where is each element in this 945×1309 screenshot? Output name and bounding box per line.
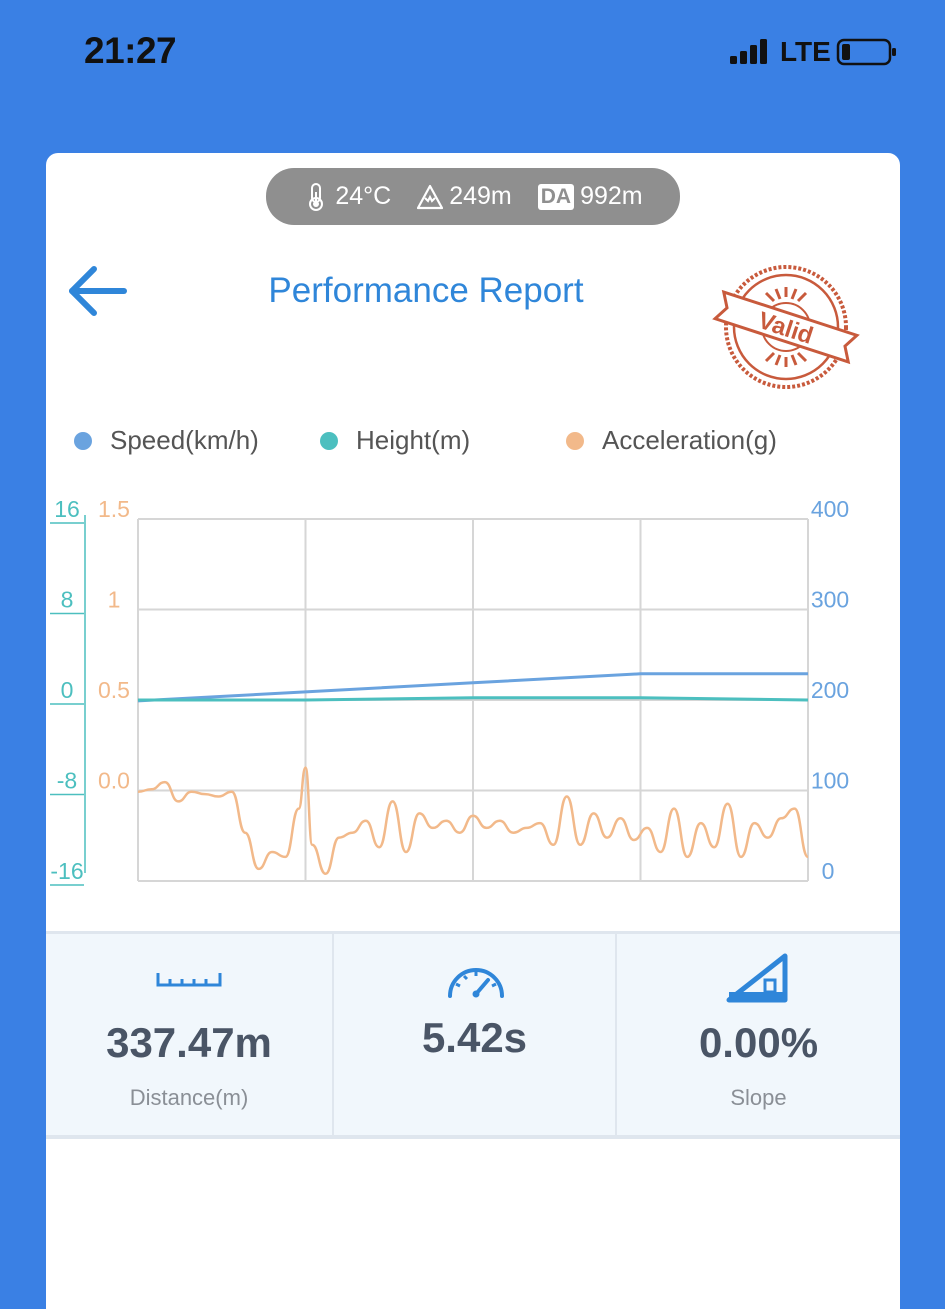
height-axis-tick-label: -16 [50, 858, 83, 884]
height-axis-tick-label: 0 [61, 677, 74, 703]
da-badge: DA [537, 183, 575, 210]
status-bar: 21:27 LTE [0, 0, 945, 110]
slope-label: Slope [730, 1085, 787, 1110]
status-indicators: LTE [728, 36, 898, 70]
speed-axis-tick-label: 0 [822, 858, 835, 884]
environment-pill: 24°C 249m DA 992m [266, 168, 680, 225]
acceleration-axis-tick-label: 1.5 [98, 496, 130, 522]
slope-icon [726, 953, 788, 1003]
distance-value: 337.47m [106, 1019, 272, 1066]
speed-axis-tick-label: 200 [811, 677, 849, 703]
stat-time: 5.42s [334, 934, 617, 1135]
altitude-value: 249m [449, 182, 512, 210]
performance-chart: 16 8 0 -8 -16 1.5 1 0.5 0.0 400 300 200 100 0 [50, 496, 849, 886]
signal-icon [730, 39, 767, 64]
page-title: Performance Report [268, 271, 584, 310]
valid-stamp: Valid [712, 265, 860, 389]
speedometer-icon [448, 968, 504, 998]
back-button[interactable] [66, 263, 130, 319]
legend-dot-acceleration [566, 431, 584, 450]
acceleration-axis-tick-label: 0.5 [98, 677, 130, 703]
legend-item-height[interactable]: Height(m) [320, 425, 470, 456]
chart-legend: Speed(km/h) Height(m) Acceleration(g) [46, 425, 900, 465]
slope-value: 0.00% [698, 1019, 819, 1066]
height-axis-tick-label: -8 [57, 768, 77, 794]
thermometer-icon [309, 182, 324, 211]
distance-label: Distance(m) [129, 1085, 249, 1110]
series-line-speed [137, 672, 808, 703]
stats-panel: 337.47m Distance(m) 5.42s 0.00% [46, 931, 900, 1139]
altitude-item: 249m [417, 182, 512, 212]
density-altitude-value: 992m [580, 182, 643, 210]
stamp-text: Valid [755, 307, 817, 350]
speed-axis-tick-label: 100 [811, 768, 849, 794]
battery-icon [836, 38, 896, 66]
legend-item-speed[interactable]: Speed(km/h) [74, 425, 259, 456]
temperature-item: 24°C [303, 182, 391, 212]
legend-label-speed: Speed(km/h) [110, 425, 259, 455]
status-time: 21:27 [84, 30, 177, 71]
series-line-acceleration [137, 766, 810, 876]
legend-item-acceleration[interactable]: Acceleration(g) [566, 425, 777, 456]
acceleration-axis-tick-label: 0.0 [98, 768, 130, 794]
legend-label-height: Height(m) [356, 425, 471, 455]
legend-dot-speed [74, 431, 92, 450]
ruler-icon [156, 973, 222, 987]
network-label: LTE [780, 36, 831, 67]
stat-slope: 0.00% Slope [617, 934, 900, 1135]
legend-label-acceleration: Acceleration(g) [602, 425, 777, 455]
series-line-height [138, 696, 809, 702]
temperature-value: 24°C [335, 182, 392, 210]
time-value: 5.42s [421, 1014, 528, 1061]
height-axis-tick-label: 16 [54, 496, 80, 522]
acceleration-axis-tick-label: 1 [108, 587, 121, 613]
back-arrow-icon [69, 266, 127, 316]
mountain-icon [417, 184, 444, 209]
speed-axis-tick-label: 300 [811, 587, 849, 613]
legend-dot-height [320, 431, 338, 450]
stat-distance: 337.47m Distance(m) [46, 934, 334, 1135]
report-card: 24°C 249m DA 992m Performance Report [46, 153, 900, 1309]
speed-axis-tick-label: 400 [811, 496, 849, 522]
density-altitude-item: DA 992m [537, 182, 643, 211]
height-axis-tick-label: 8 [61, 587, 74, 613]
